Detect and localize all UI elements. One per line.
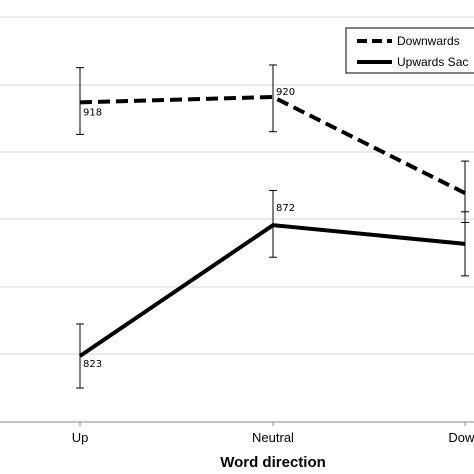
- legend: Downwards Upwards Sac: [345, 27, 474, 74]
- data-label-0-0: 918: [83, 107, 102, 118]
- data-label-1-0: 823: [83, 359, 102, 370]
- series-layer: 918 920 823 872: [76, 64, 469, 389]
- data-label-0-1: 920: [276, 87, 295, 98]
- data-label-1-1: 872: [276, 203, 295, 214]
- legend-label-0: Downwards: [397, 34, 460, 48]
- x-tick-label-down: Down: [448, 430, 474, 445]
- series-1: 823 872: [76, 189, 469, 389]
- series-line-0: [79, 94, 466, 195]
- gridlines: [0, 16, 474, 355]
- x-axis-title: Word direction: [220, 454, 326, 471]
- legend-box: [345, 27, 474, 74]
- x-tick-label-neutral: Neutral: [252, 430, 294, 445]
- x-tick-labels: Up Neutral Down: [72, 422, 474, 445]
- x-tick-label-up: Up: [72, 430, 89, 445]
- legend-label-1: Upwards Sac: [397, 55, 468, 69]
